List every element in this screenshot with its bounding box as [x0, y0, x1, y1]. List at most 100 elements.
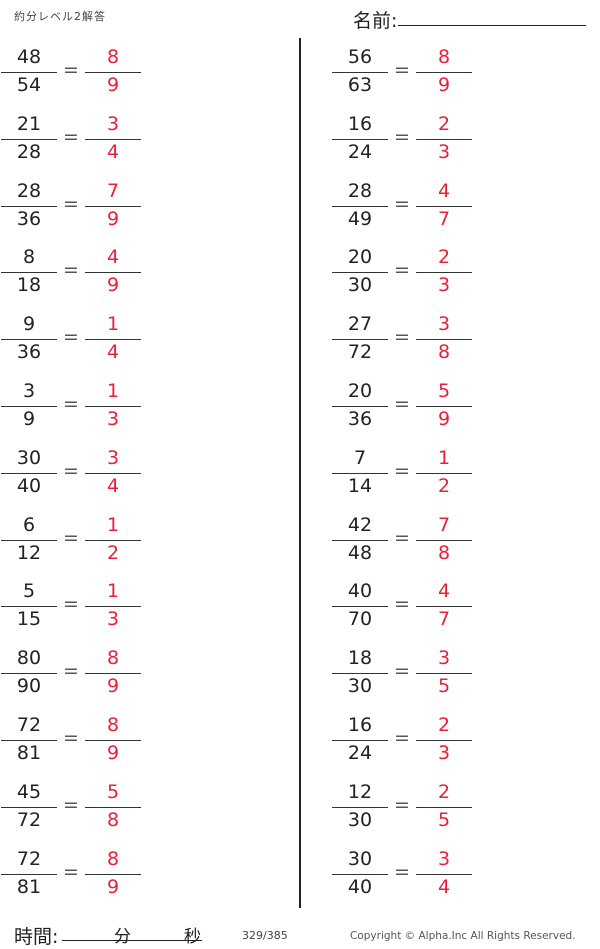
- numerator: 40: [347, 580, 373, 603]
- numerator: 12: [347, 780, 373, 803]
- answer-numerator: 1: [106, 313, 120, 336]
- problem-row: 3 9 = 1 3: [1, 378, 151, 438]
- fraction-bar: [332, 72, 388, 73]
- answer-denominator: 9: [106, 875, 120, 898]
- problem-row: 45 72 = 5 8: [1, 779, 151, 839]
- answer-denominator: 9: [437, 74, 451, 96]
- denominator: 70: [347, 608, 373, 631]
- equals-sign: =: [394, 125, 410, 148]
- fraction-bar: [85, 406, 141, 407]
- answer-denominator: 3: [106, 608, 120, 631]
- problem-fraction: 30 40: [332, 846, 388, 906]
- problem-fraction: 20 30: [332, 244, 388, 304]
- answer-numerator: 4: [106, 246, 120, 269]
- answer-numerator: 7: [437, 513, 451, 536]
- equals-sign: =: [63, 393, 79, 415]
- answer-denominator: 4: [106, 474, 120, 497]
- answer-denominator: 4: [106, 140, 120, 163]
- equals-sign: =: [394, 593, 410, 616]
- numerator: 18: [347, 647, 373, 670]
- fraction-bar: [332, 339, 388, 341]
- answer-numerator: 5: [106, 780, 120, 803]
- problem-fraction: 80 90: [1, 645, 57, 705]
- fraction-bar: [416, 339, 472, 341]
- problem-fraction: 28 49: [332, 178, 388, 238]
- answer-numerator: 8: [106, 46, 120, 68]
- problem-fraction: 16 24: [332, 111, 388, 171]
- fraction-bar: [332, 740, 388, 741]
- numerator: 27: [347, 313, 373, 336]
- denominator: 30: [347, 274, 373, 297]
- problem-fraction: 42 48: [332, 512, 388, 572]
- fraction-bar: [85, 806, 141, 808]
- fraction-bar: [332, 272, 388, 274]
- answer-numerator: 2: [437, 112, 451, 135]
- fraction-bar: [416, 740, 472, 741]
- answer-numerator: 1: [437, 446, 451, 469]
- numerator: 21: [16, 112, 42, 135]
- problem-fraction: 56 63: [332, 44, 388, 104]
- numerator: 7: [353, 446, 367, 469]
- copyright: Copyright © Alpha.Inc All Rights Reserve…: [350, 930, 576, 942]
- problem-row: 21 28 = 3 4: [1, 111, 151, 171]
- equals-sign: =: [63, 727, 79, 749]
- answer-numerator: 5: [437, 380, 451, 402]
- problem-fraction: 6 12: [1, 512, 57, 572]
- equals-sign: =: [394, 393, 410, 415]
- problem-row: 40 70 = 4 7: [332, 578, 482, 638]
- denominator: 28: [16, 140, 42, 163]
- answer-numerator: 2: [437, 714, 451, 736]
- fraction-bar: [416, 673, 472, 675]
- equals-sign: =: [63, 593, 79, 616]
- numerator: 56: [347, 46, 373, 68]
- fraction-bar: [416, 873, 472, 875]
- answer-denominator: 5: [437, 808, 451, 831]
- equals-sign: =: [63, 59, 79, 81]
- problem-row: 16 24 = 2 3: [332, 111, 482, 171]
- equals-sign: =: [394, 259, 410, 282]
- answer-numerator: 8: [106, 647, 120, 670]
- equals-sign: =: [394, 526, 410, 549]
- fraction-bar: [85, 72, 141, 73]
- fraction-bar: [85, 673, 141, 675]
- answer-denominator: 8: [106, 808, 120, 831]
- column-divider: [299, 38, 301, 908]
- numerator: 80: [16, 647, 42, 670]
- fraction-bar: [416, 72, 472, 73]
- answer-denominator: 3: [437, 274, 451, 297]
- denominator: 30: [347, 808, 373, 831]
- answer-denominator: 2: [437, 474, 451, 497]
- denominator: 90: [16, 675, 42, 698]
- equals-sign: =: [63, 326, 79, 349]
- answer-numerator: 3: [106, 446, 120, 469]
- problem-row: 72 81 = 8 9: [1, 846, 151, 906]
- problem-row: 9 36 = 1 4: [1, 311, 151, 371]
- fraction-bar: [1, 205, 57, 207]
- fraction-bar: [85, 205, 141, 207]
- fraction-bar: [332, 138, 388, 140]
- equals-sign: =: [63, 526, 79, 549]
- answer-denominator: 9: [106, 274, 120, 297]
- fraction-bar: [416, 539, 472, 541]
- answer-denominator: 3: [106, 408, 120, 430]
- fraction-bar: [416, 138, 472, 140]
- equals-sign: =: [63, 192, 79, 215]
- answer-numerator: 4: [437, 580, 451, 603]
- denominator: 30: [347, 675, 373, 698]
- problem-fraction: 40 70: [332, 578, 388, 638]
- equals-sign: =: [394, 326, 410, 349]
- answer-numerator: 4: [437, 179, 451, 202]
- denominator: 81: [16, 742, 42, 764]
